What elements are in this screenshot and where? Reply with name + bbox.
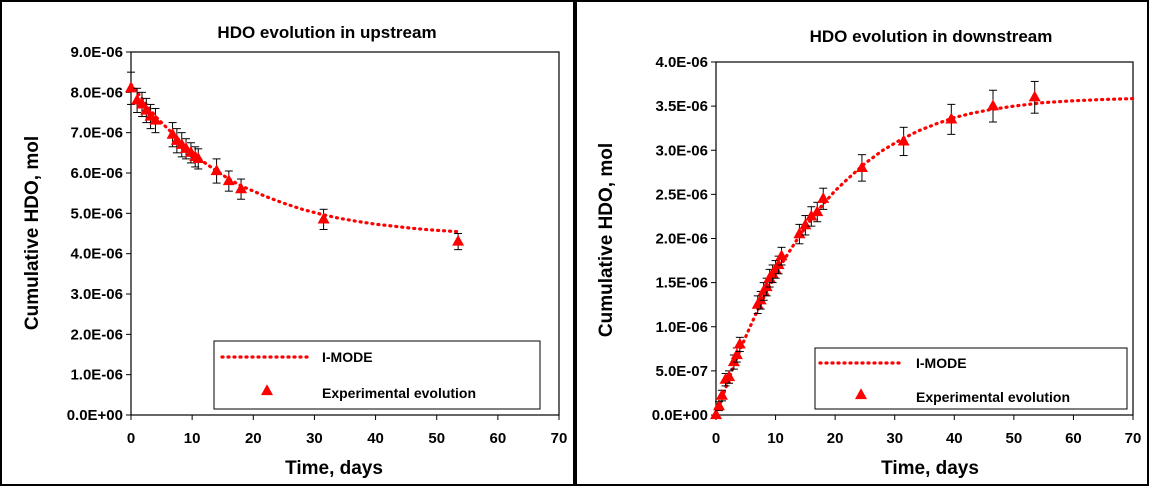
data-point-experimental xyxy=(210,164,223,176)
y-tick-label: 1.0E-06 xyxy=(70,367,123,384)
data-point-experimental xyxy=(730,348,743,360)
x-tick-label: 50 xyxy=(1006,430,1023,447)
x-tick-label: 60 xyxy=(1065,430,1082,447)
data-point-experimental xyxy=(125,81,137,93)
x-tick-label: 20 xyxy=(827,430,844,447)
legend xyxy=(814,347,1128,410)
data-point-experimental xyxy=(897,134,910,146)
x-tick-label: 0 xyxy=(127,430,135,447)
data-point-experimental xyxy=(140,103,153,115)
chart-downstream: HDO evolution in downstream Time, days Cum… xyxy=(596,27,1141,479)
legend-swatch-experimental xyxy=(855,388,867,400)
data-point-experimental xyxy=(192,152,205,163)
x-axis-label: Time, days xyxy=(285,458,383,479)
data-point-experimental xyxy=(733,337,746,349)
data-point-experimental xyxy=(805,209,818,221)
y-tick-label: 8.0E-06 xyxy=(70,84,123,101)
data-point-experimental xyxy=(452,234,465,246)
y-tick-label: 3.5E-06 xyxy=(655,98,708,115)
data-point-experimental xyxy=(817,192,830,203)
data-point-experimental xyxy=(166,127,179,139)
data-point-experimental xyxy=(235,182,248,194)
data-point-experimental xyxy=(811,205,824,217)
y-tick-label: 5.0E-07 xyxy=(655,363,708,380)
x-tick-label: 70 xyxy=(1125,430,1142,447)
data-point-experimental xyxy=(945,112,958,124)
y-tick-label: 1.5E-06 xyxy=(655,275,708,292)
x-tick-label: 40 xyxy=(946,430,963,447)
data-point-experimental xyxy=(710,408,722,420)
data-point-experimental xyxy=(772,258,785,270)
x-tick-label: 30 xyxy=(306,430,323,447)
y-tick-label: 9.0E-06 xyxy=(70,44,123,61)
y-tick-label: 0.0E+00 xyxy=(652,407,708,424)
x-tick-label: 70 xyxy=(551,430,568,447)
data-point-experimental xyxy=(754,293,767,305)
x-tick-label: 30 xyxy=(886,430,903,447)
legend-label-experimental: Experimental evolution xyxy=(916,389,1070,405)
y-tick-label: 1.0E-06 xyxy=(655,319,708,336)
x-tick-label: 10 xyxy=(767,430,784,447)
chart-title: HDO evolution in downstream xyxy=(810,27,1053,46)
chart-upstream: HDO evolution in upstream Time, days Cumul… xyxy=(22,23,567,479)
y-axis-label: Cumulative HDO, mol xyxy=(596,143,617,337)
data-point-experimental xyxy=(987,99,1000,111)
x-tick-label: 0 xyxy=(712,430,720,447)
data-point-experimental xyxy=(760,280,773,292)
data-point-experimental xyxy=(855,161,868,173)
x-tick-label: 50 xyxy=(428,430,445,447)
y-tick-label: 3.0E-06 xyxy=(70,286,123,303)
data-point-experimental xyxy=(727,355,740,367)
y-tick-label: 4.0E-06 xyxy=(655,54,708,71)
x-tick-label: 60 xyxy=(490,430,507,447)
y-tick-label: 6.0E-06 xyxy=(70,165,123,182)
y-tick-label: 0.0E+00 xyxy=(67,407,123,424)
y-axis-label: Cumulative HDO, mol xyxy=(22,136,43,330)
y-tick-label: 3.0E-06 xyxy=(655,142,708,159)
data-point-experimental xyxy=(793,227,806,239)
y-tick-label: 2.0E-06 xyxy=(70,326,123,343)
y-tick-label: 7.0E-06 xyxy=(70,125,123,142)
legend-label-experimental: Experimental evolution xyxy=(322,385,476,401)
legend-label-i-mode: I-MODE xyxy=(916,355,967,371)
legend xyxy=(213,340,541,410)
y-tick-label: 2.5E-06 xyxy=(655,186,708,203)
data-point-experimental xyxy=(799,218,812,230)
data-point-experimental xyxy=(715,388,728,400)
y-tick-label: 4.0E-06 xyxy=(70,246,123,263)
x-tick-label: 40 xyxy=(367,430,384,447)
data-point-experimental xyxy=(775,249,788,261)
data-point-experimental xyxy=(723,370,736,382)
legend-swatch-experimental xyxy=(261,384,273,396)
x-axis-label: Time, days xyxy=(881,458,979,479)
legend-label-i-mode: I-MODE xyxy=(322,349,373,365)
chart-title: HDO evolution in upstream xyxy=(217,23,436,42)
data-point-experimental xyxy=(712,399,725,411)
data-point-experimental xyxy=(1028,90,1041,102)
data-point-experimental xyxy=(222,174,235,186)
plot-area xyxy=(130,51,560,416)
data-point-experimental xyxy=(149,113,162,125)
y-tick-label: 5.0E-06 xyxy=(70,205,123,222)
x-tick-label: 20 xyxy=(245,430,262,447)
x-tick-label: 10 xyxy=(184,430,201,447)
data-point-experimental xyxy=(317,212,330,224)
y-tick-label: 2.0E-06 xyxy=(655,231,708,248)
data-point-experimental xyxy=(136,97,149,109)
